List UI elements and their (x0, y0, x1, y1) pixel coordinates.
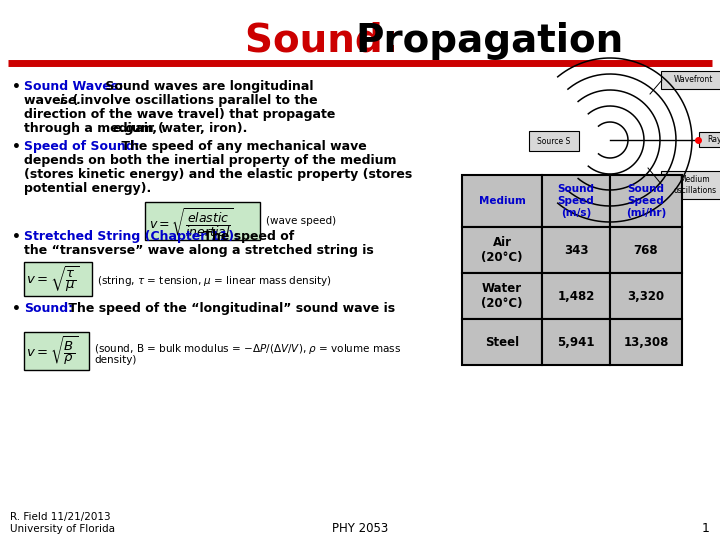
Text: Medium
oscillations: Medium oscillations (673, 176, 716, 195)
FancyBboxPatch shape (145, 202, 260, 240)
Text: The speed of: The speed of (199, 230, 294, 243)
FancyBboxPatch shape (529, 131, 579, 151)
Text: Sound:: Sound: (24, 302, 73, 315)
FancyBboxPatch shape (24, 262, 92, 296)
Text: $v = \sqrt{\dfrac{B}{\rho}}$: $v = \sqrt{\dfrac{B}{\rho}}$ (26, 335, 78, 368)
Text: depends on both the inertial property of the medium: depends on both the inertial property of… (24, 154, 397, 167)
Text: 768: 768 (634, 244, 658, 256)
Text: The speed of the “longitudinal” sound wave is: The speed of the “longitudinal” sound wa… (64, 302, 395, 315)
Text: 343: 343 (564, 244, 588, 256)
FancyBboxPatch shape (661, 71, 720, 89)
FancyBboxPatch shape (610, 319, 682, 365)
Text: Sound Waves:: Sound Waves: (24, 80, 123, 93)
Text: Sound
Speed
(mi/hr): Sound Speed (mi/hr) (626, 184, 666, 218)
FancyBboxPatch shape (699, 132, 720, 147)
Text: (sound, B = bulk modulus = $-\Delta P/(\Delta V/V)$, $\rho$ = volume mass: (sound, B = bulk modulus = $-\Delta P/(\… (94, 342, 401, 356)
Text: 1,482: 1,482 (557, 289, 595, 302)
FancyBboxPatch shape (610, 227, 682, 273)
FancyBboxPatch shape (661, 171, 720, 199)
FancyBboxPatch shape (542, 227, 610, 273)
Text: $v = \sqrt{\dfrac{elastic}{inertial}}$: $v = \sqrt{\dfrac{elastic}{inertial}}$ (149, 206, 234, 239)
Text: 3,320: 3,320 (627, 289, 665, 302)
Text: Sound:: Sound: (245, 22, 412, 60)
Text: the “transverse” wave along a stretched string is: the “transverse” wave along a stretched … (24, 244, 374, 257)
Text: Air
(20°C): Air (20°C) (481, 236, 523, 264)
Text: Stretched String (Chapter 11):: Stretched String (Chapter 11): (24, 230, 239, 243)
Text: Water
(20°C): Water (20°C) (481, 282, 523, 310)
Text: R. Field 11/21/2013
University of Florida: R. Field 11/21/2013 University of Florid… (10, 512, 115, 534)
Text: Sound waves are longitudinal: Sound waves are longitudinal (101, 80, 313, 93)
Text: Propagation: Propagation (355, 22, 624, 60)
FancyBboxPatch shape (610, 175, 682, 227)
Text: i.e.: i.e. (60, 94, 82, 107)
Text: The speed of any mechanical wave: The speed of any mechanical wave (117, 140, 366, 153)
Text: (stores kinetic energy) and the elastic property (stores: (stores kinetic energy) and the elastic … (24, 168, 413, 181)
Text: Wavefront: Wavefront (673, 76, 713, 84)
Text: •: • (12, 302, 21, 316)
Text: 1: 1 (702, 522, 710, 535)
Text: through a medium (: through a medium ( (24, 122, 164, 135)
Text: Ray: Ray (708, 136, 720, 145)
Text: potential energy).: potential energy). (24, 182, 151, 195)
Text: $v = \sqrt{\dfrac{\tau}{\mu}}$: $v = \sqrt{\dfrac{\tau}{\mu}}$ (26, 265, 79, 295)
Text: Sound
Speed
(m/s): Sound Speed (m/s) (557, 184, 595, 218)
Text: e.g.: e.g. (113, 122, 140, 135)
FancyBboxPatch shape (610, 273, 682, 319)
FancyBboxPatch shape (542, 175, 610, 227)
FancyBboxPatch shape (462, 175, 542, 227)
FancyBboxPatch shape (462, 227, 542, 273)
Text: waves (: waves ( (24, 94, 78, 107)
Text: 5,941: 5,941 (557, 335, 595, 348)
Text: 13,308: 13,308 (624, 335, 669, 348)
Text: direction of the wave travel) that propagate: direction of the wave travel) that propa… (24, 108, 336, 121)
Text: Speed of Sound:: Speed of Sound: (24, 140, 140, 153)
Text: involve oscillations parallel to the: involve oscillations parallel to the (76, 94, 318, 107)
Text: PHY 2053: PHY 2053 (332, 522, 388, 535)
Text: •: • (12, 80, 21, 94)
Text: Steel: Steel (485, 335, 519, 348)
Text: (string, $\tau$ = tension, $\mu$ = linear mass density): (string, $\tau$ = tension, $\mu$ = linea… (97, 274, 332, 288)
FancyBboxPatch shape (462, 273, 542, 319)
Text: air, water, iron).: air, water, iron). (131, 122, 248, 135)
Text: density): density) (94, 355, 136, 365)
FancyBboxPatch shape (24, 332, 89, 370)
FancyBboxPatch shape (462, 319, 542, 365)
Text: •: • (12, 140, 21, 154)
FancyBboxPatch shape (542, 319, 610, 365)
FancyBboxPatch shape (542, 273, 610, 319)
Text: •: • (12, 230, 21, 244)
Text: Medium: Medium (479, 196, 526, 206)
Text: Source S: Source S (537, 137, 571, 145)
Text: (wave speed): (wave speed) (266, 216, 336, 226)
